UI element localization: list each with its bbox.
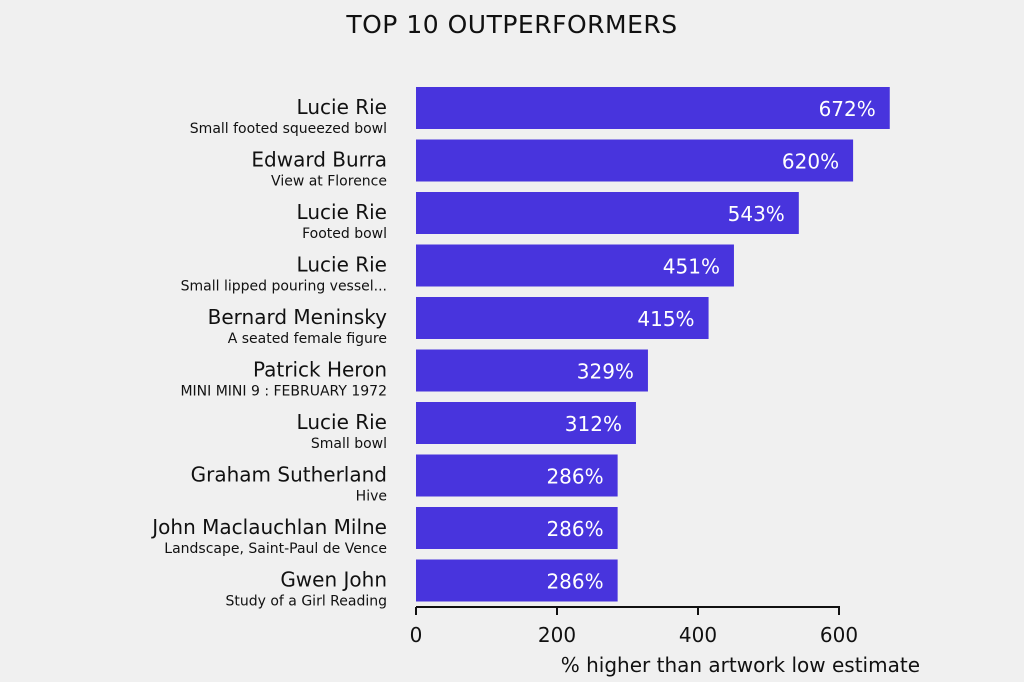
artwork-title: Study of a Girl Reading bbox=[225, 594, 387, 610]
bar-value-label: 312% bbox=[565, 412, 622, 436]
bar bbox=[416, 349, 648, 392]
artist-name: Bernard Meninsky bbox=[208, 305, 388, 329]
artist-name: Lucie Rie bbox=[297, 200, 387, 224]
artwork-title: View at Florence bbox=[271, 174, 387, 190]
x-tick-label: 200 bbox=[538, 623, 576, 647]
bar bbox=[416, 454, 618, 497]
artist-name: Graham Sutherland bbox=[191, 463, 387, 487]
bar bbox=[416, 507, 618, 549]
artist-name: John Maclauchlan Milne bbox=[150, 515, 387, 539]
bar bbox=[416, 244, 734, 287]
bar-value-label: 329% bbox=[577, 360, 634, 384]
artwork-title: Hive bbox=[356, 489, 387, 505]
bar-value-label: 543% bbox=[728, 202, 785, 226]
artist-name: Lucie Rie bbox=[297, 253, 387, 277]
chart-title: TOP 10 OUTPERFORMERS bbox=[346, 10, 678, 39]
x-axis-label: % higher than artwork low estimate bbox=[561, 653, 920, 677]
artist-name: Patrick Heron bbox=[253, 358, 387, 382]
artwork-title: Small bowl bbox=[311, 436, 387, 452]
bar bbox=[416, 402, 636, 444]
bar bbox=[416, 297, 709, 339]
bar bbox=[416, 559, 618, 602]
artist-name: Lucie Rie bbox=[297, 410, 387, 434]
bar bbox=[416, 87, 890, 129]
artist-name: Edward Burra bbox=[251, 148, 387, 172]
bar-value-label: 286% bbox=[546, 570, 603, 594]
artwork-title: MINI MINI 9 : FEBRUARY 1972 bbox=[180, 384, 387, 400]
bar-value-label: 286% bbox=[546, 517, 603, 541]
bar-value-label: 286% bbox=[546, 465, 603, 489]
x-tick-label: 600 bbox=[820, 623, 858, 647]
bar-value-label: 415% bbox=[637, 307, 694, 331]
x-tick-label: 0 bbox=[410, 623, 423, 647]
artist-name: Gwen John bbox=[280, 568, 387, 592]
bar-value-label: 620% bbox=[782, 150, 839, 174]
bar bbox=[416, 192, 799, 234]
artwork-title: Footed bowl bbox=[302, 226, 387, 242]
artwork-title: Small footed squeezed bowl bbox=[190, 121, 387, 137]
x-tick-label: 400 bbox=[679, 623, 717, 647]
bar-value-label: 451% bbox=[663, 255, 720, 279]
artwork-title: A seated female figure bbox=[228, 331, 387, 347]
artist-name: Lucie Rie bbox=[297, 95, 387, 119]
bar bbox=[416, 139, 854, 182]
bar-value-label: 672% bbox=[819, 97, 876, 121]
artwork-title: Landscape, Saint-Paul de Vence bbox=[164, 541, 387, 557]
artwork-title: Small lipped pouring vessel... bbox=[181, 279, 387, 295]
